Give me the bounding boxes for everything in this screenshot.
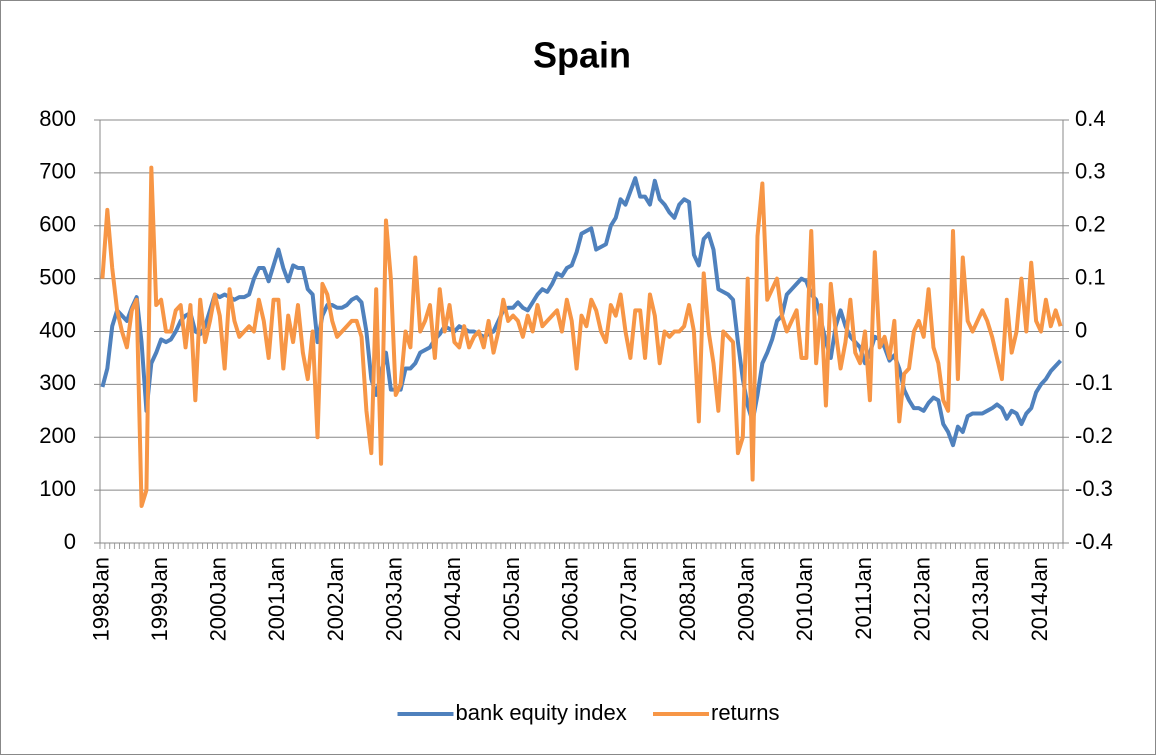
y-tick-label: 600 <box>39 212 76 237</box>
x-tick-label: 2004Jan <box>440 557 465 641</box>
y2-tick-label: 0.3 <box>1075 159 1106 184</box>
y-tick-label: 100 <box>39 476 76 501</box>
x-tick-label: 2008Jan <box>675 557 700 641</box>
y2-tick-label: -0.2 <box>1075 423 1113 448</box>
y-tick-label: 400 <box>39 317 76 342</box>
x-tick-label: 2001Jan <box>264 557 289 641</box>
x-tick-label: 2003Jan <box>382 557 407 641</box>
x-tick-label: 2002Jan <box>323 557 348 641</box>
x-tick-label: 2010Jan <box>792 557 817 641</box>
y-tick-label: 200 <box>39 423 76 448</box>
y2-tick-label: -0.3 <box>1075 476 1113 501</box>
x-tick-label: 2006Jan <box>558 557 583 641</box>
x-tick-label: 2014Jan <box>1027 557 1052 641</box>
series-line <box>100 176 1063 448</box>
legend-label: bank equity index <box>456 700 627 725</box>
x-tick-label: 2013Jan <box>968 557 993 641</box>
y-tick-label: 300 <box>39 370 76 395</box>
x-tick-label: 2005Jan <box>499 557 524 641</box>
y2-tick-label: 0 <box>1075 317 1087 342</box>
x-tick-label: 2009Jan <box>734 557 759 641</box>
y2-tick-label: 0.4 <box>1075 106 1106 131</box>
chart-title: Spain <box>533 35 631 76</box>
y-tick-label: 700 <box>39 159 76 184</box>
x-tick-label: 2000Jan <box>206 557 231 641</box>
y-tick-label: 0 <box>64 529 76 554</box>
y2-tick-label: 0.1 <box>1075 264 1106 289</box>
y-tick-label: 800 <box>39 106 76 131</box>
x-tick-label: 2011Jan <box>851 557 876 640</box>
y2-tick-label: -0.4 <box>1075 529 1113 554</box>
x-tick-label: 1999Jan <box>147 557 172 641</box>
series-line <box>100 165 1063 508</box>
x-tick-label: 1998Jan <box>88 557 113 641</box>
y2-tick-label: -0.1 <box>1075 370 1113 395</box>
x-tick-label: 2012Jan <box>909 557 934 641</box>
y-tick-label: 500 <box>39 264 76 289</box>
y2-tick-label: 0.2 <box>1075 212 1106 237</box>
x-tick-label: 2007Jan <box>616 557 641 641</box>
legend-label: returns <box>711 700 779 725</box>
